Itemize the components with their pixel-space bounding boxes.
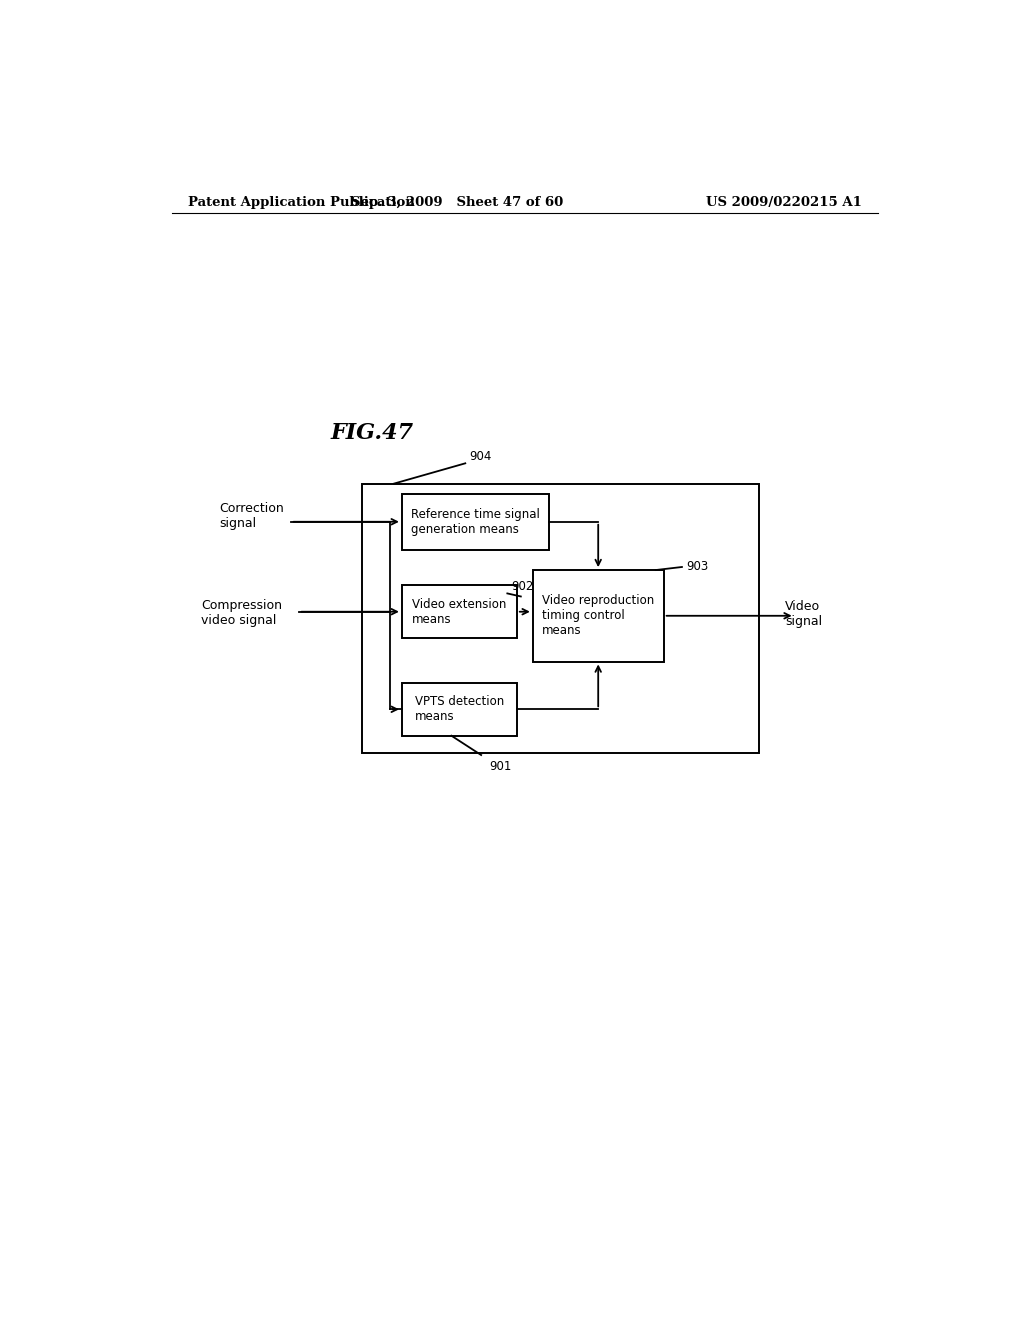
Text: Sep. 3, 2009   Sheet 47 of 60: Sep. 3, 2009 Sheet 47 of 60 bbox=[351, 197, 563, 209]
Bar bbox=[401, 494, 549, 549]
Text: Video reproduction
timing control
means: Video reproduction timing control means bbox=[542, 594, 654, 638]
Text: Correction
signal: Correction signal bbox=[219, 502, 284, 531]
Text: Video extension
means: Video extension means bbox=[412, 598, 507, 626]
Text: Video
signal: Video signal bbox=[785, 599, 822, 628]
Bar bbox=[401, 585, 517, 638]
Text: US 2009/0220215 A1: US 2009/0220215 A1 bbox=[707, 197, 862, 209]
Text: Reference time signal
generation means: Reference time signal generation means bbox=[411, 508, 540, 536]
Text: Patent Application Publication: Patent Application Publication bbox=[187, 197, 415, 209]
Text: 901: 901 bbox=[489, 760, 511, 774]
Text: 904: 904 bbox=[469, 450, 492, 463]
Text: FIG.47: FIG.47 bbox=[331, 422, 414, 444]
Text: Compression
video signal: Compression video signal bbox=[201, 599, 282, 627]
Text: 902: 902 bbox=[511, 581, 534, 594]
Text: 903: 903 bbox=[686, 561, 709, 573]
Bar bbox=[532, 570, 664, 661]
Bar bbox=[401, 682, 517, 735]
Bar bbox=[362, 483, 759, 752]
Text: VPTS detection
means: VPTS detection means bbox=[415, 696, 504, 723]
